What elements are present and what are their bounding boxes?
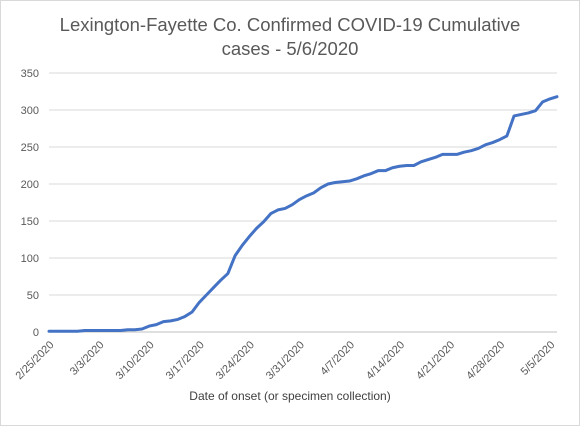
x-tick-label: 3/17/2020 bbox=[164, 339, 207, 382]
x-tick-label: 3/10/2020 bbox=[114, 339, 157, 382]
x-tick-label: 3/3/2020 bbox=[68, 339, 107, 378]
y-tick-label: 200 bbox=[21, 179, 39, 191]
x-tick-label: 4/28/2020 bbox=[464, 339, 507, 382]
y-tick-label: 350 bbox=[21, 68, 39, 80]
y-tick-label: 150 bbox=[21, 216, 39, 228]
x-axis-label: Date of onset (or specimen collection) bbox=[189, 389, 391, 403]
series-line bbox=[47, 95, 559, 333]
y-tick-label: 250 bbox=[21, 142, 39, 154]
y-tick-label: 300 bbox=[21, 105, 39, 117]
x-tick-label: 2/25/2020 bbox=[13, 339, 56, 382]
x-tick-label: 4/7/2020 bbox=[318, 339, 357, 378]
chart-title-line-2: cases - 5/6/2020 bbox=[221, 38, 359, 59]
x-tick-label: 4/14/2020 bbox=[364, 339, 407, 382]
y-tick-label: 50 bbox=[27, 290, 39, 302]
y-tick-label: 0 bbox=[33, 327, 39, 339]
x-tick-label: 4/21/2020 bbox=[414, 339, 457, 382]
chart-title-line-1: Lexington-Fayette Co. Confirmed COVID-19… bbox=[59, 14, 521, 35]
x-tick-label: 5/5/2020 bbox=[519, 339, 558, 378]
x-tick-label: 3/24/2020 bbox=[214, 339, 257, 382]
y-tick-label: 100 bbox=[21, 253, 39, 265]
x-tick-label: 3/31/2020 bbox=[264, 339, 307, 382]
